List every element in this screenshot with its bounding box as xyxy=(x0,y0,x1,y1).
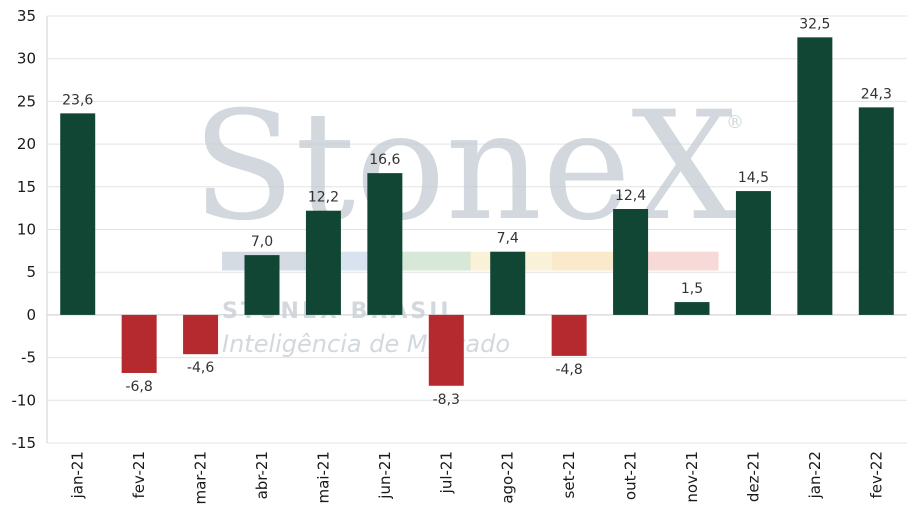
x-tick-label: jun-21 xyxy=(376,451,394,500)
bar-out-21 xyxy=(613,209,649,315)
watermark-band-segment xyxy=(635,251,719,271)
data-label: -4,8 xyxy=(555,362,582,378)
bar-mai-21 xyxy=(305,210,341,315)
bars xyxy=(60,37,894,386)
y-tick-label: 15 xyxy=(17,178,36,196)
bar-abr-21 xyxy=(244,255,280,315)
bar-set-21 xyxy=(551,314,587,356)
bar-dez-21 xyxy=(735,191,771,315)
y-tick-label: -10 xyxy=(12,391,37,409)
x-tick-label: abr-21 xyxy=(253,451,271,499)
x-tick-label: mai-21 xyxy=(314,451,332,503)
bar-jan-21 xyxy=(60,113,96,315)
x-tick-label: jan-22 xyxy=(806,451,824,499)
data-label: -4,6 xyxy=(187,360,214,376)
data-label: 23,6 xyxy=(62,92,93,108)
y-tick-label: 5 xyxy=(26,263,36,281)
y-tick-label: -5 xyxy=(21,349,36,367)
x-tick-label: jan-21 xyxy=(69,451,87,499)
y-tick-label: 30 xyxy=(17,50,36,68)
x-tick-label: out-21 xyxy=(622,451,640,500)
data-label: 1,5 xyxy=(681,281,703,297)
bar-nov-21 xyxy=(674,302,710,315)
data-label: 7,4 xyxy=(497,231,519,247)
data-label: 14,5 xyxy=(738,170,769,186)
x-tick-label: fev-21 xyxy=(130,451,148,498)
data-label: -8,3 xyxy=(433,392,460,408)
data-label: 32,5 xyxy=(799,16,830,32)
bar-jul-21 xyxy=(428,314,464,386)
data-label: 7,0 xyxy=(251,234,273,250)
y-tick-label: 25 xyxy=(17,92,36,110)
y-tick-label: 20 xyxy=(17,135,36,153)
data-label: 12,2 xyxy=(308,190,339,206)
y-tick-label: 10 xyxy=(17,221,36,239)
x-tick-label: ago-21 xyxy=(499,451,517,504)
y-axis-ticks: 35 30 25 20 15 10 5 0 -5 -10 -15 xyxy=(12,7,37,452)
y-tick-label: 35 xyxy=(17,7,36,25)
gridlines xyxy=(47,15,907,444)
x-tick-label: fev-22 xyxy=(867,451,885,498)
bar-mar-21 xyxy=(183,314,219,355)
data-label: 16,6 xyxy=(369,152,400,168)
data-label: 24,3 xyxy=(861,86,892,102)
x-tick-label: jul-21 xyxy=(437,451,455,494)
bar-fev-22 xyxy=(858,107,894,315)
bar-jan-22 xyxy=(797,37,833,315)
stonex-watermark: StoneX ® STONEX BRASIL Inteligência de M… xyxy=(192,80,744,358)
y-tick-label: -15 xyxy=(12,434,37,452)
x-tick-label: mar-21 xyxy=(192,451,210,505)
watermark-band-segment xyxy=(387,251,471,271)
x-tick-label: set-21 xyxy=(560,451,578,498)
x-tick-label: dez-21 xyxy=(744,451,762,502)
data-label: -6,8 xyxy=(125,379,152,395)
watermark-brand: StoneX xyxy=(192,80,738,254)
x-axis-ticks: jan-21 fev-21 mar-21 abr-21 mai-21 jun-21 jul-… xyxy=(69,451,886,505)
data-labels: 23,6 -6,8 -4,6 7,0 12,2 16,6 -8,3 7,4 -4,8 12,4 1,… xyxy=(62,16,892,407)
bar-jun-21 xyxy=(367,173,403,315)
watermark-registered-mark: ® xyxy=(726,112,744,133)
x-tick-label: nov-21 xyxy=(683,451,701,503)
y-tick-label: 0 xyxy=(26,306,36,324)
bar-ago-21 xyxy=(490,251,526,315)
data-label: 12,4 xyxy=(615,188,646,204)
bar-fev-21 xyxy=(121,314,157,373)
watermark-tagline: Inteligência de Mercado xyxy=(222,330,510,358)
